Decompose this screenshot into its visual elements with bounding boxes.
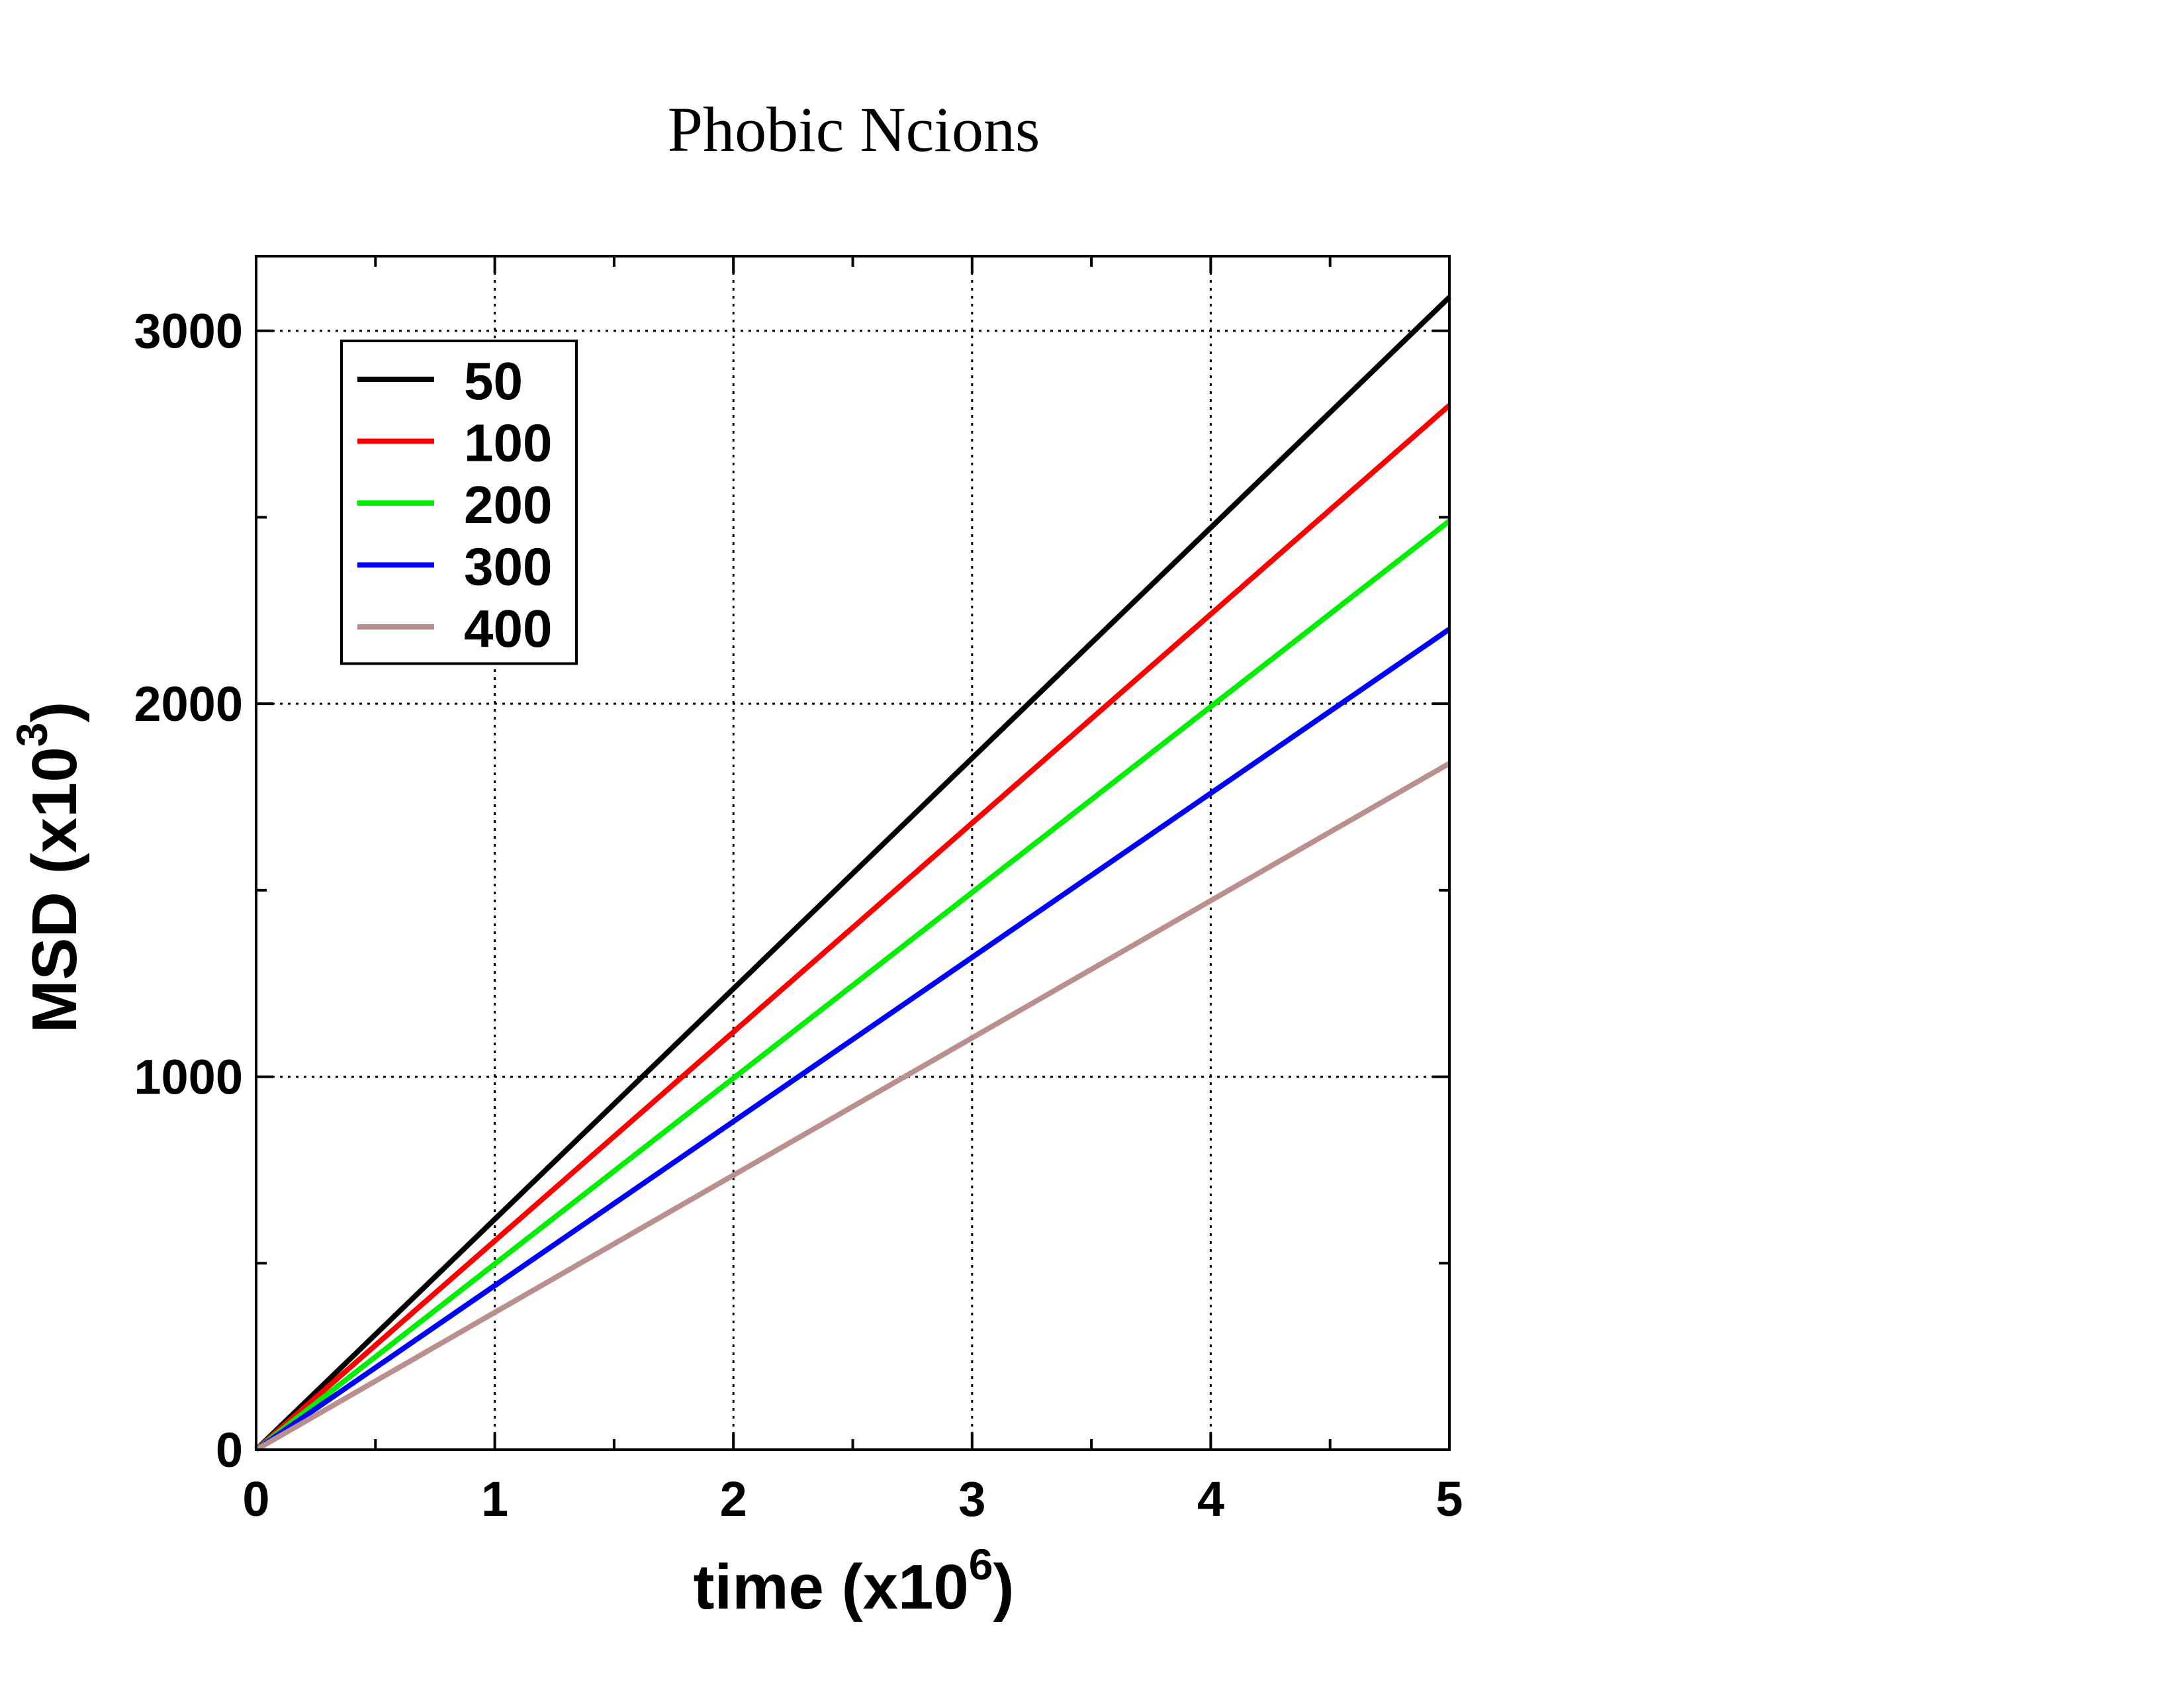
legend-label-200: 200 [464, 475, 552, 534]
x-tick-label-5: 5 [1435, 1472, 1463, 1526]
y-axis-label-close: ) [19, 702, 90, 723]
x-axis-label: time (x106) [694, 1540, 1015, 1622]
y-axis-label-exponent: 3 [7, 723, 56, 747]
x-tick-label-0: 0 [242, 1472, 269, 1526]
x-axis-label-close: ) [993, 1552, 1014, 1622]
y-axis-label: MSD (x103) [7, 702, 90, 1033]
series-line-300 [254, 627, 1451, 1452]
chart-title: Phobic Ncions [668, 94, 1040, 165]
legend-label-300: 300 [464, 538, 552, 596]
y-axis-ticks: 0 1000 2000 3000 [134, 304, 1449, 1477]
y-tick-label-1: 1000 [134, 1050, 243, 1105]
x-tick-label-1: 1 [481, 1472, 508, 1526]
x-tick-label-2: 2 [720, 1472, 747, 1526]
legend-label-100: 100 [464, 414, 552, 473]
x-tick-label-4: 4 [1197, 1472, 1224, 1526]
x-tick-label-3: 3 [958, 1472, 985, 1526]
y-tick-label-2: 2000 [134, 677, 243, 731]
series-line-200 [254, 518, 1451, 1452]
x-axis-label-base: time (x10 [694, 1552, 969, 1622]
series-line-100 [254, 403, 1451, 1452]
y-tick-label-3: 3000 [134, 304, 243, 359]
legend-label-400: 400 [464, 599, 552, 658]
series-line-50 [254, 295, 1451, 1452]
series-line-400 [255, 761, 1451, 1452]
x-axis-ticks: 0 1 2 3 4 5 [242, 256, 1463, 1526]
y-axis-label-base: MSD (x10 [19, 747, 90, 1033]
legend-label-50: 50 [464, 352, 523, 410]
series-lines [254, 295, 1451, 1452]
grid-lines [256, 256, 1449, 1450]
x-axis-label-exponent: 6 [969, 1540, 993, 1589]
y-tick-label-0: 0 [216, 1423, 243, 1477]
